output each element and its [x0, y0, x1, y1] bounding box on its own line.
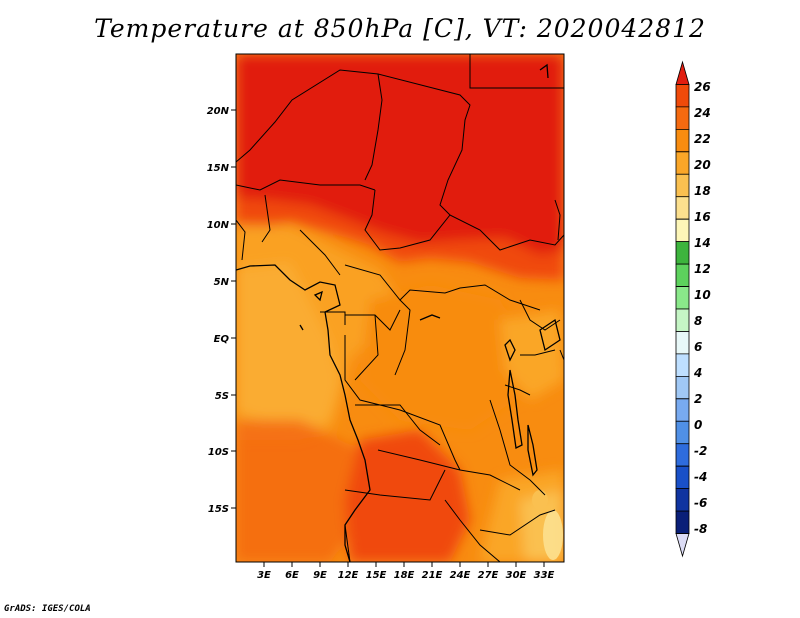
lon-label: 18E	[394, 570, 415, 581]
grads-credit: GrADS: IGES/COLA	[4, 604, 91, 614]
colorbar-label: 20	[694, 158, 711, 172]
colorbar-segment	[675, 151, 690, 175]
coastline	[236, 63, 561, 562]
colorbar-label: 4	[693, 366, 702, 380]
lon-label: 15E	[366, 570, 387, 581]
colorbar-label: 26	[694, 80, 711, 94]
colorbar-label: -4	[694, 470, 707, 484]
colorbar-segment	[675, 241, 690, 265]
colorbar-label: 22	[694, 132, 711, 146]
colorbar-labels: 26 24 22 20 18 16 14 12 10 8 6 4 2 0 -2 …	[693, 80, 711, 536]
chart-title: Temperature at 850hPa [C], VT: 202004281…	[94, 14, 706, 43]
colorbar-label: 18	[694, 184, 711, 198]
lat-label: 5N	[214, 277, 230, 288]
colorbar-segment	[675, 465, 690, 490]
lon-label: 30E	[506, 570, 527, 581]
colorbar-segment	[675, 510, 690, 534]
lat-label: 5S	[215, 391, 229, 402]
colorbar-segment	[675, 488, 690, 512]
colorbar-label: 14	[694, 236, 711, 250]
colorbar-segment	[675, 308, 690, 332]
lat-label: 20N	[207, 106, 230, 117]
colorbar-segment	[675, 196, 690, 220]
lon-label: 12E	[338, 570, 359, 581]
colorbar-segment	[675, 398, 690, 422]
colorbar-label: 6	[694, 340, 702, 354]
colorbar-segment	[675, 263, 690, 287]
colorbar-segment	[675, 353, 690, 377]
lat-label: EQ	[214, 334, 230, 345]
colorbar-segment	[675, 331, 690, 355]
map-frame	[235, 53, 565, 563]
country-borders	[236, 54, 564, 562]
lat-label: 15N	[207, 163, 230, 174]
colorbar-label: 2	[694, 392, 702, 406]
colorbar-label: 10	[694, 288, 711, 302]
temperature-field	[236, 54, 564, 562]
lon-label: 33E	[534, 570, 555, 581]
lon-label: 3E	[257, 570, 271, 581]
colorbar-segment	[675, 128, 690, 153]
colorbar: 26 24 22 20 18 16 14 12 10 8 6 4 2 0 -2 …	[675, 60, 711, 558]
colorbar-segment	[675, 286, 690, 310]
colorbar-segment	[675, 60, 690, 85]
lon-label: 9E	[313, 570, 327, 581]
colorbar-label: -8	[694, 522, 707, 536]
colorbar-segment	[675, 420, 690, 445]
lon-axis: 3E 6E 9E 12E 15E 18E 21E 24E 27E 30E 33E	[257, 562, 555, 581]
lat-label: 10S	[208, 447, 229, 458]
colorbar-segment	[675, 533, 690, 558]
colorbar-segment	[675, 443, 690, 467]
colorbar-segment	[675, 173, 690, 198]
lat-label: 15S	[208, 504, 229, 515]
colorbar-segment	[675, 375, 690, 400]
colorbar-label: 16	[694, 210, 711, 224]
colorbar-segment	[675, 106, 690, 130]
colorbar-label: -2	[694, 444, 707, 458]
colorbar-label: 0	[694, 418, 702, 432]
lat-axis: 20N 15N 10N 5N EQ 5S 10S 15S	[207, 106, 236, 515]
lon-label: 21E	[422, 570, 443, 581]
colorbar-segment	[675, 218, 690, 243]
colorbar-label: 12	[694, 262, 711, 276]
colorbar-segments	[675, 60, 690, 558]
lat-label: 10N	[207, 220, 230, 231]
colorbar-segment	[675, 84, 690, 108]
colorbar-label: -6	[694, 496, 707, 510]
lon-label: 24E	[450, 570, 471, 581]
lon-label: 27E	[478, 570, 499, 581]
colorbar-label: 8	[694, 314, 702, 328]
lon-label: 6E	[285, 570, 299, 581]
colorbar-label: 24	[694, 106, 711, 120]
